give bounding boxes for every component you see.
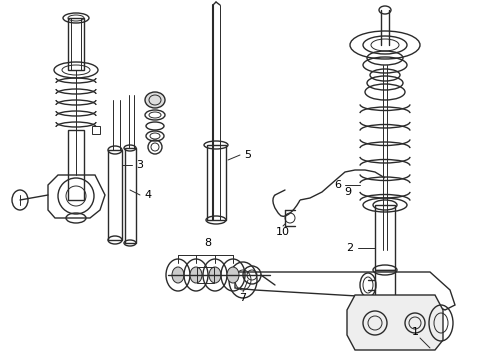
Polygon shape	[347, 295, 443, 350]
Text: 6: 6	[335, 180, 342, 190]
Ellipse shape	[145, 92, 165, 108]
Ellipse shape	[209, 267, 221, 283]
Bar	[68, 130, 84, 200]
Bar	[197, 267, 214, 283]
Text: 1: 1	[412, 327, 418, 337]
Text: 8: 8	[204, 238, 212, 248]
Bar	[375, 205, 395, 270]
Bar	[68, 18, 84, 70]
Text: 4: 4	[145, 190, 151, 200]
Text: 10: 10	[276, 227, 290, 237]
Ellipse shape	[190, 267, 202, 283]
Text: 7: 7	[240, 293, 246, 303]
Text: 2: 2	[346, 243, 354, 253]
Bar	[375, 270, 395, 300]
Bar	[71, 18, 81, 70]
Ellipse shape	[172, 267, 184, 283]
Text: 9: 9	[344, 187, 351, 197]
Bar	[125, 148, 136, 243]
Bar	[92, 126, 100, 134]
Bar	[207, 145, 226, 220]
Text: 3: 3	[137, 160, 144, 170]
Text: 5: 5	[245, 150, 251, 160]
Bar	[108, 150, 122, 240]
Ellipse shape	[227, 267, 239, 283]
